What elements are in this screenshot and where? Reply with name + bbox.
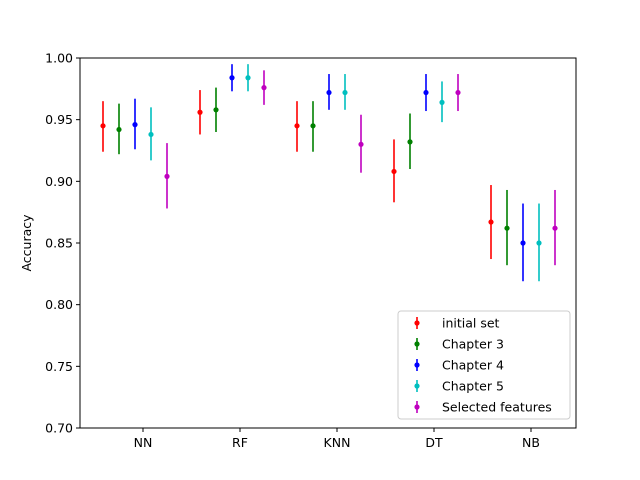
y-axis: 0.70 0.75 0.80 0.85 0.90 0.95 1.00 xyxy=(45,51,80,436)
plot-area xyxy=(100,64,558,282)
data-point xyxy=(310,123,316,129)
y-tick-label: 0.85 xyxy=(45,236,73,251)
legend-item: initial set xyxy=(414,316,500,331)
x-tick-label: DT xyxy=(425,435,443,450)
data-point xyxy=(504,225,510,231)
y-tick-label: 0.75 xyxy=(45,359,73,374)
series-2 xyxy=(116,87,510,266)
data-point xyxy=(148,131,154,138)
legend-label: Chapter 3 xyxy=(442,337,504,352)
y-tick-label: 0.70 xyxy=(45,421,73,436)
data-point xyxy=(423,89,429,96)
legend-marker xyxy=(414,383,420,389)
data-point xyxy=(100,123,106,129)
data-point xyxy=(164,173,170,179)
series-3 xyxy=(132,64,526,282)
legend-label: Chapter 5 xyxy=(442,379,504,394)
y-axis-label: Accuracy xyxy=(19,214,34,272)
data-point xyxy=(116,126,122,133)
legend-marker xyxy=(414,341,420,347)
data-point xyxy=(197,109,203,115)
legend-marker xyxy=(414,404,420,410)
data-point xyxy=(213,107,219,113)
series-4 xyxy=(148,64,542,282)
legend-label: initial set xyxy=(442,316,500,331)
legend-item: Chapter 5 xyxy=(414,379,504,394)
x-tick-label: KNN xyxy=(324,435,351,450)
legend-item: Chapter 3 xyxy=(414,337,504,352)
legend-box xyxy=(397,310,571,420)
series-5 xyxy=(164,70,558,266)
data-point xyxy=(439,99,445,105)
x-axis: NN RF KNN DT NB xyxy=(134,428,540,450)
y-tick-label: 0.90 xyxy=(45,174,73,189)
legend-marker xyxy=(414,320,420,326)
data-point xyxy=(358,141,364,147)
data-point xyxy=(342,89,348,96)
data-point xyxy=(326,89,332,96)
legend-item: Selected features xyxy=(414,400,552,415)
data-point xyxy=(132,122,138,128)
y-tick-label: 0.95 xyxy=(45,112,73,127)
data-point xyxy=(552,225,558,231)
x-tick-label: NN xyxy=(134,435,153,450)
series-1 xyxy=(100,90,494,260)
data-point xyxy=(520,240,526,246)
data-point xyxy=(407,139,413,145)
data-point xyxy=(294,123,300,129)
data-point xyxy=(245,75,251,81)
y-tick-label: 0.80 xyxy=(45,297,73,312)
data-point xyxy=(536,240,542,246)
legend: initial set Chapter 3 Chapter 4 Chapter 5 Se… xyxy=(397,310,571,420)
y-tick-label: 1.00 xyxy=(45,51,73,66)
data-point xyxy=(261,85,267,91)
data-point xyxy=(229,75,235,81)
x-tick-label: NB xyxy=(522,435,540,450)
legend-marker xyxy=(414,362,420,368)
data-point xyxy=(455,89,461,96)
legend-label: Chapter 4 xyxy=(442,358,504,373)
legend-label: Selected features xyxy=(442,400,552,415)
data-point xyxy=(488,219,494,225)
x-tick-label: RF xyxy=(232,435,248,450)
legend-item: Chapter 4 xyxy=(414,358,504,373)
data-point xyxy=(391,168,397,175)
